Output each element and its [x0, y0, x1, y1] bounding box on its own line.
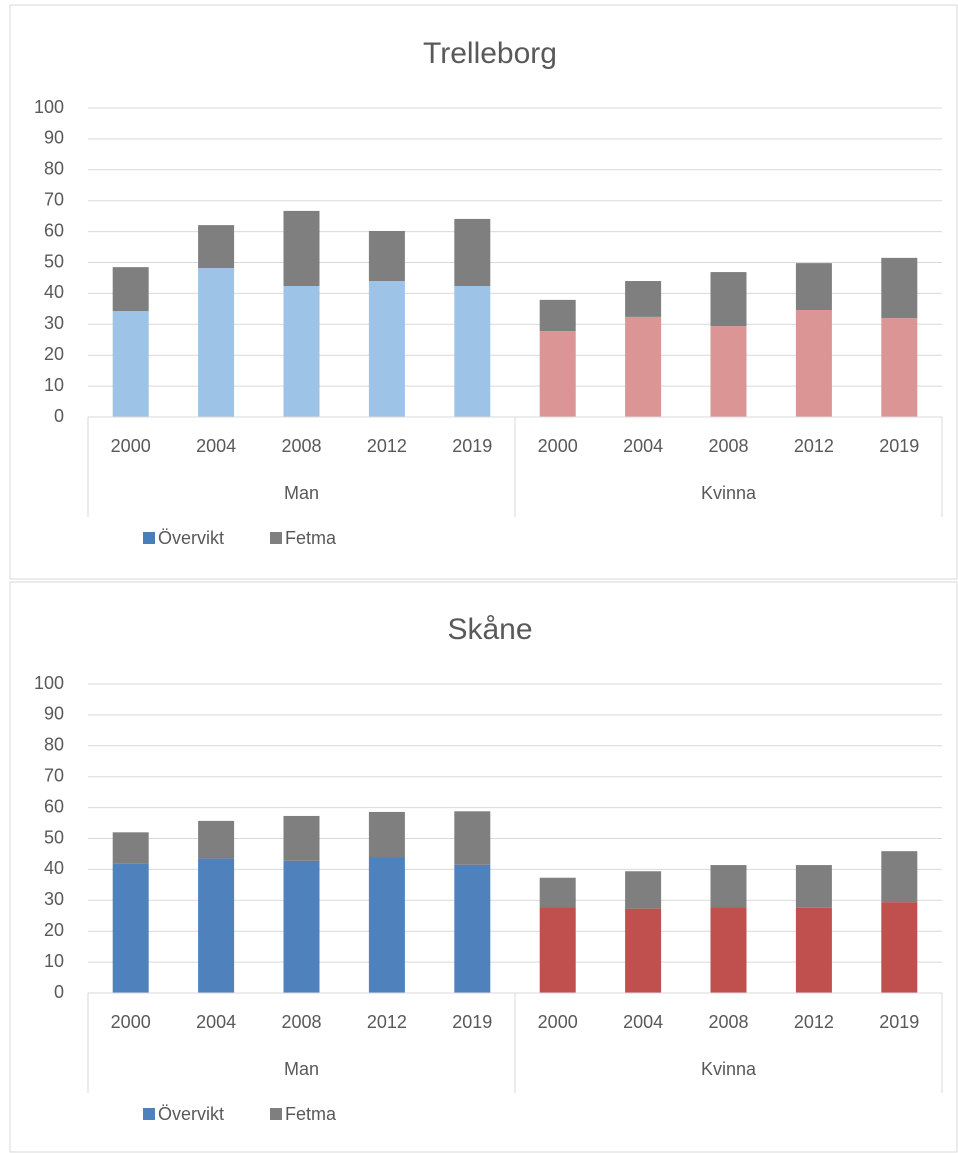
legend-label: Övervikt	[158, 1104, 224, 1124]
y-tick-label: 100	[34, 97, 64, 117]
legend-label: Fetma	[285, 1104, 337, 1124]
y-tick-label: 60	[44, 220, 64, 240]
bar-segment	[112, 311, 149, 417]
chart-title: Skåne	[447, 613, 532, 646]
bar-segment	[368, 857, 405, 993]
x-tick-label: 2008	[708, 1012, 748, 1032]
x-tick-label: 2012	[794, 436, 834, 456]
bar-segment	[283, 285, 320, 417]
bar-segment	[795, 907, 832, 993]
bar-segment	[881, 318, 918, 417]
x-tick-label: 2004	[623, 1012, 663, 1032]
y-tick-label: 10	[44, 375, 64, 395]
y-tick-label: 0	[54, 982, 64, 1002]
legend-label: Fetma	[285, 528, 337, 548]
y-tick-label: 100	[34, 673, 64, 693]
bar-segment	[368, 230, 405, 282]
bar-segment	[625, 316, 662, 417]
bar-segment	[112, 863, 149, 993]
x-tick-label: 2019	[879, 1012, 919, 1032]
x-tick-label: 2008	[281, 436, 321, 456]
y-tick-label: 20	[44, 920, 64, 940]
legend-swatch	[143, 1108, 155, 1120]
group-label: Man	[284, 483, 319, 503]
y-tick-label: 30	[44, 889, 64, 909]
y-tick-label: 50	[44, 251, 64, 271]
x-tick-label: 2004	[196, 1012, 236, 1032]
y-tick-label: 40	[44, 858, 64, 878]
bar-segment	[198, 268, 235, 417]
bar-segment	[625, 871, 662, 909]
x-tick-label: 2000	[111, 436, 151, 456]
y-tick-label: 70	[44, 189, 64, 209]
x-tick-label: 2019	[452, 1012, 492, 1032]
bar-segment	[539, 907, 576, 993]
y-tick-label: 80	[44, 159, 64, 179]
x-tick-label: 2019	[452, 436, 492, 456]
bar-segment	[539, 877, 576, 908]
y-tick-label: 90	[44, 128, 64, 148]
bar-segment	[625, 908, 662, 993]
bar-segment	[625, 281, 662, 317]
x-tick-label: 2012	[367, 436, 407, 456]
y-tick-label: 50	[44, 827, 64, 847]
x-tick-label: 2004	[196, 436, 236, 456]
bar-segment	[539, 299, 576, 332]
bar-segment	[454, 864, 491, 993]
group-label: Man	[284, 1059, 319, 1079]
panel-border	[9, 581, 958, 1153]
x-tick-label: 2000	[538, 436, 578, 456]
bar-segment	[368, 811, 405, 858]
x-tick-label: 2000	[111, 1012, 151, 1032]
bar-segment	[710, 326, 747, 417]
bar-segment	[795, 865, 832, 908]
y-tick-label: 30	[44, 313, 64, 333]
legend-label: Övervikt	[158, 528, 224, 548]
group-label: Kvinna	[701, 1059, 757, 1079]
bar-segment	[283, 210, 320, 286]
bar-segment	[283, 815, 320, 861]
bar-segment	[881, 257, 918, 319]
x-tick-label: 2008	[708, 436, 748, 456]
bar-segment	[795, 310, 832, 417]
x-tick-label: 2004	[623, 436, 663, 456]
x-tick-label: 2008	[281, 1012, 321, 1032]
y-tick-label: 80	[44, 735, 64, 755]
bar-segment	[710, 907, 747, 993]
bar-segment	[112, 832, 149, 864]
y-tick-label: 90	[44, 704, 64, 724]
bar-segment	[454, 285, 491, 417]
bar-segment	[795, 263, 832, 311]
bar-segment	[454, 218, 491, 286]
bar-segment	[454, 811, 491, 865]
group-label: Kvinna	[701, 483, 757, 503]
bar-segment	[881, 902, 918, 993]
y-tick-label: 60	[44, 796, 64, 816]
bar-segment	[112, 267, 149, 312]
x-tick-label: 2019	[879, 436, 919, 456]
chart-title: Trelleborg	[423, 37, 557, 70]
y-tick-label: 0	[54, 406, 64, 426]
panel-border	[9, 4, 958, 580]
bar-segment	[198, 858, 235, 993]
bar-segment	[710, 865, 747, 908]
legend-swatch	[143, 532, 155, 544]
legend-swatch	[270, 1108, 282, 1120]
x-tick-label: 2012	[367, 1012, 407, 1032]
y-tick-label: 20	[44, 344, 64, 364]
bar-segment	[283, 860, 320, 993]
x-tick-label: 2012	[794, 1012, 834, 1032]
legend-swatch	[270, 532, 282, 544]
bar-segment	[710, 272, 747, 327]
bar-segment	[198, 225, 235, 269]
bar-segment	[539, 331, 576, 417]
y-tick-label: 10	[44, 951, 64, 971]
y-tick-label: 40	[44, 282, 64, 302]
x-tick-label: 2000	[538, 1012, 578, 1032]
y-tick-label: 70	[44, 765, 64, 785]
bar-segment	[198, 820, 235, 859]
bar-segment	[368, 281, 405, 417]
bar-segment	[881, 851, 918, 903]
